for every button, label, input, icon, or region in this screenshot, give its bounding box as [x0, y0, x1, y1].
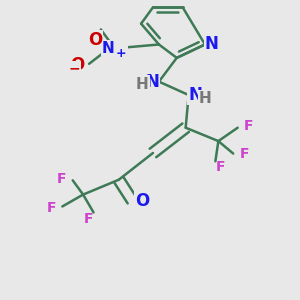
- Text: O: O: [70, 56, 85, 74]
- Text: −: −: [68, 62, 80, 76]
- Text: O: O: [135, 192, 149, 210]
- Text: F: F: [57, 172, 66, 186]
- Text: H: H: [136, 76, 148, 92]
- Text: N: N: [205, 35, 219, 53]
- Text: N: N: [102, 41, 115, 56]
- Text: N: N: [145, 73, 159, 91]
- Text: F: F: [47, 201, 56, 215]
- Text: O: O: [88, 31, 102, 49]
- Text: F: F: [84, 212, 94, 226]
- Text: N: N: [189, 86, 202, 104]
- Text: F: F: [244, 119, 253, 133]
- Text: F: F: [216, 160, 226, 174]
- Text: +: +: [116, 47, 126, 61]
- Text: F: F: [240, 147, 249, 160]
- Text: H: H: [199, 92, 212, 106]
